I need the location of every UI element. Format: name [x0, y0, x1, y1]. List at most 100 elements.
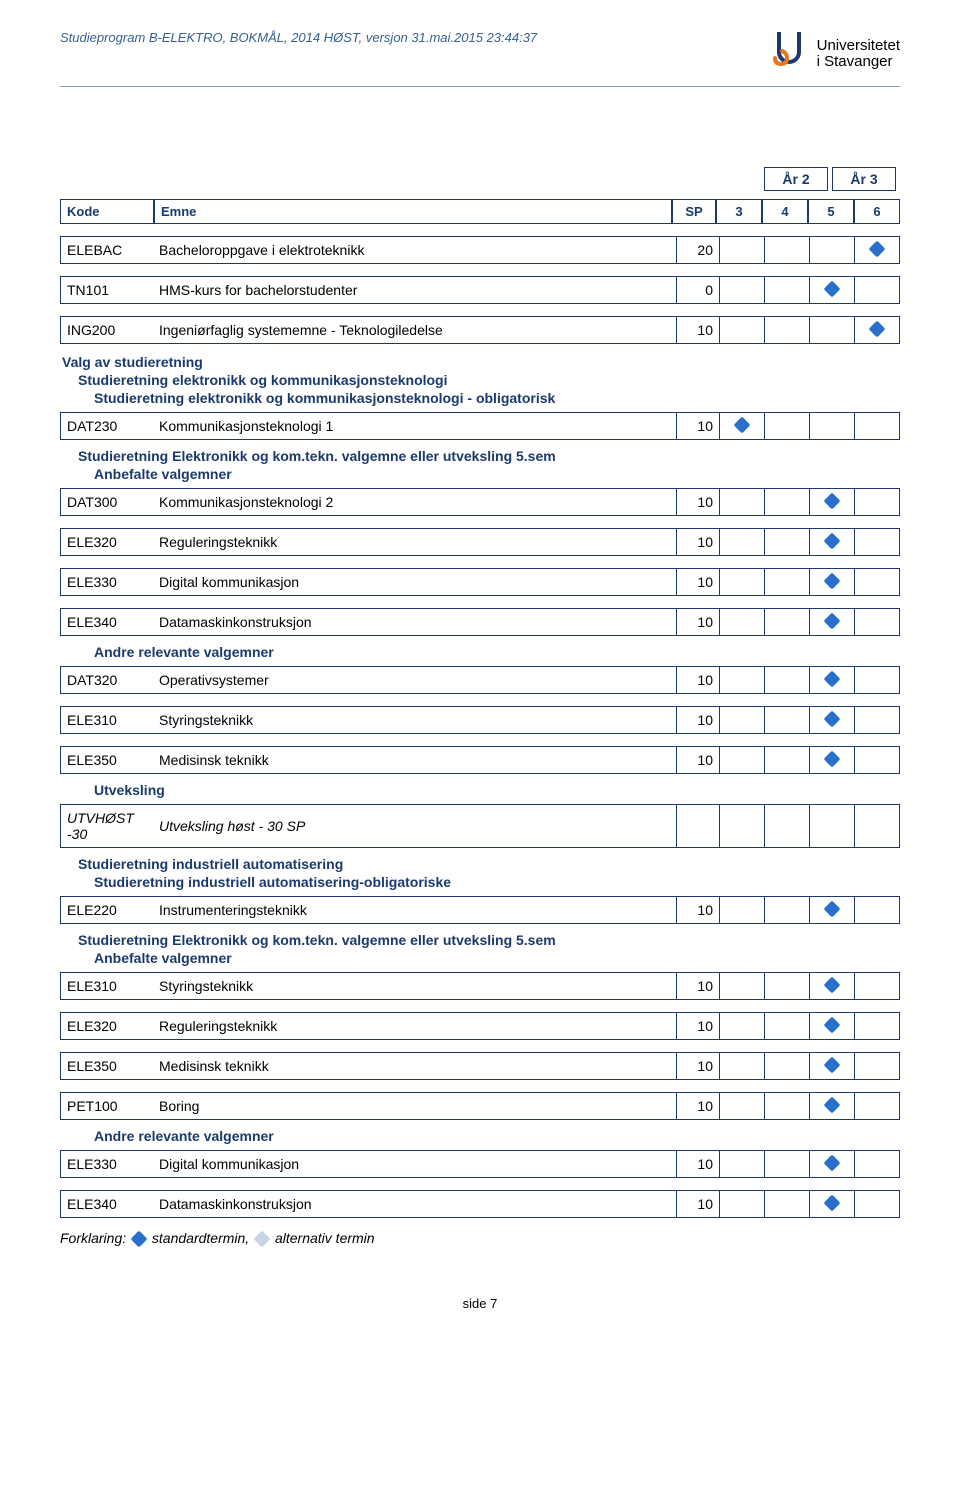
term-cell: [854, 972, 900, 1000]
code-cell: DAT230: [60, 412, 153, 440]
term-cell: [854, 528, 900, 556]
plan-row-table: UTVHØST -30Utveksling høst - 30 SP: [60, 798, 900, 854]
section-andre-2: Andre relevante valgemner: [94, 1128, 900, 1144]
term-cell: [809, 1190, 854, 1218]
table-row: ELE220Instrumenteringsteknikk10: [60, 896, 900, 924]
name-cell: Reguleringsteknikk: [153, 528, 676, 556]
plan-row-table: ELEBACBacheloroppgave i elektroteknikk20: [60, 230, 900, 270]
code-cell: ELE320: [60, 528, 153, 556]
term-cell: [809, 608, 854, 636]
term-cell: [854, 1190, 900, 1218]
table-row: ELE340Datamaskinkonstruksjon10: [60, 608, 900, 636]
term-cell: [854, 568, 900, 596]
table-row: DAT300Kommunikasjonsteknologi 210: [60, 488, 900, 516]
term-cell: [764, 412, 809, 440]
sp-cell: 10: [676, 608, 719, 636]
term-cell: [764, 1052, 809, 1080]
legend-alt-icon: [254, 1231, 271, 1248]
term-marker-icon: [734, 417, 751, 434]
term-cell: [719, 608, 764, 636]
section-sek1-val: Studieretning Elektronikk og kom.tekn. v…: [78, 448, 900, 464]
plan-row-table: ELE350Medisinsk teknikk10: [60, 740, 900, 780]
sp-cell: 20: [676, 236, 719, 264]
term-cell: [719, 1052, 764, 1080]
legend: Forklaring: standardtermin, alternativ t…: [60, 1230, 900, 1246]
sp-cell: 10: [676, 568, 719, 596]
page-footer: side 7: [60, 1296, 900, 1311]
table-row: ELE330Digital kommunikasjon10: [60, 1150, 900, 1178]
sp-cell: 10: [676, 746, 719, 774]
sp-cell: 10: [676, 1092, 719, 1120]
term-marker-icon: [824, 711, 841, 728]
term-cell: [719, 528, 764, 556]
term-cell: [719, 316, 764, 344]
col-sp: SP: [672, 199, 716, 224]
plan-row-table: DAT320Operativsystemer10: [60, 660, 900, 700]
sp-cell: 10: [676, 666, 719, 694]
name-cell: Kommunikasjonsteknologi 2: [153, 488, 676, 516]
term-marker-icon: [824, 533, 841, 550]
term-cell: [854, 1092, 900, 1120]
legend-prefix: Forklaring:: [60, 1230, 126, 1246]
term-cell: [719, 1092, 764, 1120]
term-cell: [719, 1190, 764, 1218]
section-valg: Valg av studieretning: [62, 354, 900, 370]
col-5: 5: [808, 199, 854, 224]
table-row: PET100Boring10: [60, 1092, 900, 1120]
plan-row-table: PET100Boring10: [60, 1086, 900, 1126]
program-line: Studieprogram B-ELEKTRO, BOKMÅL, 2014 HØ…: [60, 30, 537, 45]
code-cell: ING200: [60, 316, 153, 344]
term-cell: [854, 316, 900, 344]
term-marker-icon: [824, 1097, 841, 1114]
section-utveksling: Utveksling: [94, 782, 900, 798]
name-cell: Boring: [153, 1092, 676, 1120]
name-cell: Datamaskinkonstruksjon: [153, 608, 676, 636]
plan-row-table: ELE340Datamaskinkonstruksjon10: [60, 1184, 900, 1224]
term-cell: [854, 666, 900, 694]
legend-std: standardtermin,: [152, 1230, 249, 1246]
plan-row-table: ELE330Digital kommunikasjon10: [60, 1144, 900, 1184]
term-marker-icon: [869, 321, 886, 338]
term-cell: [764, 804, 809, 848]
term-cell: [719, 568, 764, 596]
plan-row-table: ELE320Reguleringsteknikk10: [60, 522, 900, 562]
code-cell: TN101: [60, 276, 153, 304]
term-marker-icon: [824, 977, 841, 994]
term-cell: [764, 528, 809, 556]
code-cell: ELE350: [60, 746, 153, 774]
term-cell: [854, 1150, 900, 1178]
name-cell: Medisinsk teknikk: [153, 746, 676, 774]
term-cell: [809, 1012, 854, 1040]
term-cell: [719, 972, 764, 1000]
term-cell: [854, 488, 900, 516]
table-row: TN101HMS-kurs for bachelorstudenter0: [60, 276, 900, 304]
name-cell: Styringsteknikk: [153, 972, 676, 1000]
term-cell: [764, 276, 809, 304]
name-cell: Bacheloroppgave i elektroteknikk: [153, 236, 676, 264]
plan-row-table: ING200Ingeniørfaglig systememne - Teknol…: [60, 310, 900, 350]
term-cell: [764, 972, 809, 1000]
sp-cell: 10: [676, 1150, 719, 1178]
term-cell: [809, 528, 854, 556]
term-cell: [719, 1012, 764, 1040]
term-cell: [764, 746, 809, 774]
table-row: DAT230Kommunikasjonsteknologi 110: [60, 412, 900, 440]
term-cell: [809, 488, 854, 516]
term-marker-icon: [824, 493, 841, 510]
term-marker-icon: [824, 281, 841, 298]
table-row: ING200Ingeniørfaglig systememne - Teknol…: [60, 316, 900, 344]
sp-cell: 0: [676, 276, 719, 304]
table-row: DAT320Operativsystemer10: [60, 666, 900, 694]
term-cell: [809, 412, 854, 440]
term-cell: [764, 1190, 809, 1218]
section-anbefalte-1: Anbefalte valgemner: [94, 466, 900, 482]
name-cell: Utveksling høst - 30 SP: [153, 804, 676, 848]
term-cell: [809, 568, 854, 596]
uis-logo-icon: [769, 30, 809, 78]
year-3: År 3: [832, 167, 896, 191]
legend-alt: alternativ termin: [275, 1230, 375, 1246]
term-cell: [719, 666, 764, 694]
legend-std-icon: [131, 1231, 148, 1248]
section-sek2-val: Studieretning Elektronikk og kom.tekn. v…: [78, 932, 900, 948]
table-row: ELEBACBacheloroppgave i elektroteknikk20: [60, 236, 900, 264]
